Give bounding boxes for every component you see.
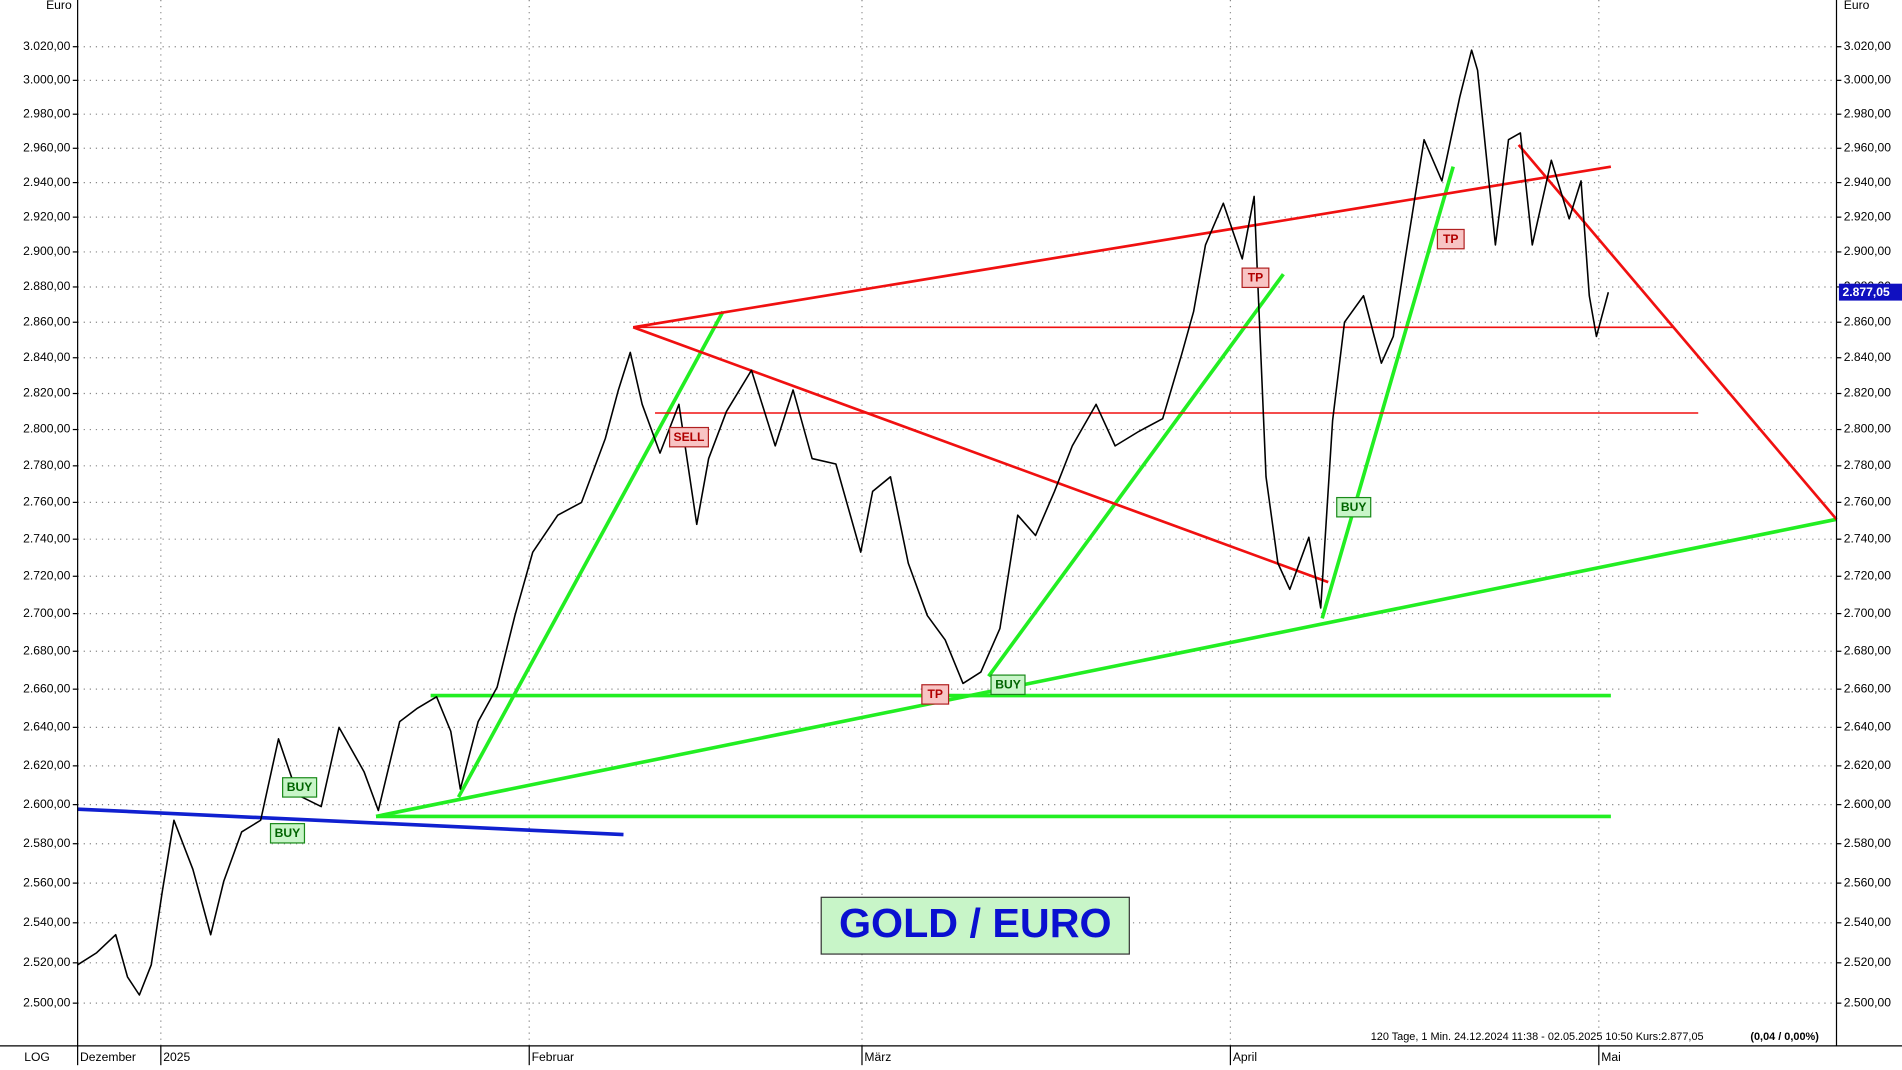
y-tick-label-right: 2.960,00 bbox=[1844, 141, 1891, 155]
signal-tag: BUY bbox=[282, 777, 318, 798]
y-tick-label: 2.740,00 bbox=[23, 531, 70, 545]
y-tick-label-right: 2.640,00 bbox=[1844, 720, 1891, 734]
y-tick-label: 2.560,00 bbox=[23, 875, 70, 889]
y-tick-label: 2.900,00 bbox=[23, 244, 70, 258]
y-tick-label-right: 2.980,00 bbox=[1844, 106, 1891, 120]
y-tick-label-right: 2.940,00 bbox=[1844, 175, 1891, 189]
y-tick-label-right: 2.800,00 bbox=[1844, 422, 1891, 436]
current-price-box bbox=[1838, 283, 1902, 301]
signal-label: SELL bbox=[673, 430, 705, 444]
y-tick-label-right: 2.500,00 bbox=[1844, 995, 1891, 1009]
y-tick-label: 2.600,00 bbox=[23, 797, 70, 811]
x-tick-label: März bbox=[864, 1050, 891, 1064]
y-tick-label: 2.940,00 bbox=[23, 175, 70, 189]
y-tick-label: 2.840,00 bbox=[23, 350, 70, 364]
signal-tag: BUY bbox=[990, 674, 1026, 696]
y-tick-label-right: 2.840,00 bbox=[1844, 350, 1891, 364]
y-tick-label-right: 2.560,00 bbox=[1844, 875, 1891, 889]
y-tick-label: 2.540,00 bbox=[23, 915, 70, 929]
y-unit-right: Euro bbox=[1844, 0, 1870, 12]
y-tick-label: 2.520,00 bbox=[23, 955, 70, 969]
y-tick-label: 2.880,00 bbox=[23, 279, 70, 293]
y-tick-label-right: 2.680,00 bbox=[1844, 643, 1891, 657]
y-tick-label: 2.680,00 bbox=[23, 643, 70, 657]
y-tick-label: 2.640,00 bbox=[23, 720, 70, 734]
trend-line bbox=[987, 273, 1285, 678]
y-tick-label: 2.720,00 bbox=[23, 568, 70, 582]
y-tick-label-right: 2.660,00 bbox=[1844, 681, 1891, 695]
y-tick-label-right: 2.720,00 bbox=[1844, 568, 1891, 582]
y-tick-label: 2.860,00 bbox=[23, 314, 70, 328]
y-tick-label-right: 2.520,00 bbox=[1844, 955, 1891, 969]
y-tick-label-right: 2.820,00 bbox=[1844, 386, 1891, 400]
signal-label: TP bbox=[1443, 232, 1459, 246]
grid: 2.500,00 2.500,00 2.520,00 2.520,00 2.540,00… bbox=[23, 0, 1891, 1066]
y-tick-label: 2.700,00 bbox=[23, 606, 70, 620]
signal-tag: TP bbox=[921, 684, 950, 705]
info-text: 120 Tage, 1 Min. 24.12.2024 11:38 - 02.0… bbox=[1371, 1031, 1704, 1043]
trend-line bbox=[456, 310, 725, 798]
y-tick-label-right: 2.740,00 bbox=[1844, 531, 1891, 545]
y-tick-label-right: 2.580,00 bbox=[1844, 836, 1891, 850]
signal-tag: BUY bbox=[269, 823, 306, 844]
x-tick-label: Februar bbox=[532, 1050, 574, 1064]
y-tick-label-right: 2.620,00 bbox=[1844, 758, 1891, 772]
x-tick-label: 2025 bbox=[163, 1050, 190, 1064]
y-tick-label: 3.020,00 bbox=[23, 39, 70, 53]
scale-label: LOG bbox=[24, 1050, 50, 1064]
signal-tag: TP bbox=[1241, 267, 1270, 289]
y-tick-label: 2.980,00 bbox=[23, 106, 70, 120]
signal-label: BUY bbox=[275, 826, 301, 840]
y-tick-label-right: 2.540,00 bbox=[1844, 915, 1891, 929]
y-tick-label: 2.820,00 bbox=[23, 386, 70, 400]
trend-line bbox=[632, 326, 1329, 584]
y-tick-label-right: 2.600,00 bbox=[1844, 797, 1891, 811]
signal-label: BUY bbox=[287, 780, 313, 794]
y-tick-label: 2.800,00 bbox=[23, 422, 70, 436]
signal-label: TP bbox=[927, 687, 943, 701]
trend-line bbox=[375, 517, 1837, 819]
y-tick-label: 2.620,00 bbox=[23, 758, 70, 772]
x-tick-label: Dezember bbox=[80, 1050, 136, 1064]
info-change: (0,04 / 0,00%) bbox=[1750, 1031, 1819, 1043]
title-box bbox=[820, 896, 1130, 955]
y-tick-label-right: 3.000,00 bbox=[1844, 73, 1891, 87]
y-tick-label: 2.760,00 bbox=[23, 495, 70, 509]
x-tick-label: Mai bbox=[1601, 1050, 1621, 1064]
y-tick-label: 2.580,00 bbox=[23, 836, 70, 850]
y-tick-label-right: 3.020,00 bbox=[1844, 39, 1891, 53]
y-tick-label: 2.920,00 bbox=[23, 209, 70, 223]
y-tick-label-right: 2.780,00 bbox=[1844, 458, 1891, 472]
signal-tag: TP bbox=[1436, 228, 1465, 250]
trend-line bbox=[1320, 166, 1455, 619]
y-tick-label-right: 2.700,00 bbox=[1844, 606, 1891, 620]
y-tick-label: 2.960,00 bbox=[23, 141, 70, 155]
y-tick-label-right: 2.860,00 bbox=[1844, 314, 1891, 328]
y-tick-label-right: 2.920,00 bbox=[1844, 209, 1891, 223]
price-line bbox=[77, 49, 1610, 996]
current-price-label: 2.877,05 bbox=[1843, 285, 1890, 299]
y-tick-label: 3.000,00 bbox=[23, 73, 70, 87]
trend-line bbox=[77, 807, 624, 837]
signal-label: BUY bbox=[995, 678, 1021, 692]
y-tick-label: 2.500,00 bbox=[23, 995, 70, 1009]
trend-line bbox=[632, 165, 1612, 329]
signal-tag: BUY bbox=[1336, 496, 1372, 518]
y-tick-label-right: 2.760,00 bbox=[1844, 495, 1891, 509]
chart-title: GOLD / EURO bbox=[839, 900, 1112, 946]
y-unit: Euro bbox=[46, 0, 72, 12]
signal-label: TP bbox=[1248, 271, 1264, 285]
signal-tag: SELL bbox=[668, 426, 710, 448]
y-tick-label: 2.780,00 bbox=[23, 458, 70, 472]
y-tick-label-right: 2.900,00 bbox=[1844, 244, 1891, 258]
signal-label: BUY bbox=[1341, 500, 1367, 514]
y-tick-label: 2.660,00 bbox=[23, 681, 70, 695]
trend-line bbox=[1517, 144, 1838, 521]
trend-lines bbox=[77, 144, 1838, 837]
x-tick-label: April bbox=[1233, 1050, 1257, 1064]
price-layer bbox=[77, 49, 1610, 996]
